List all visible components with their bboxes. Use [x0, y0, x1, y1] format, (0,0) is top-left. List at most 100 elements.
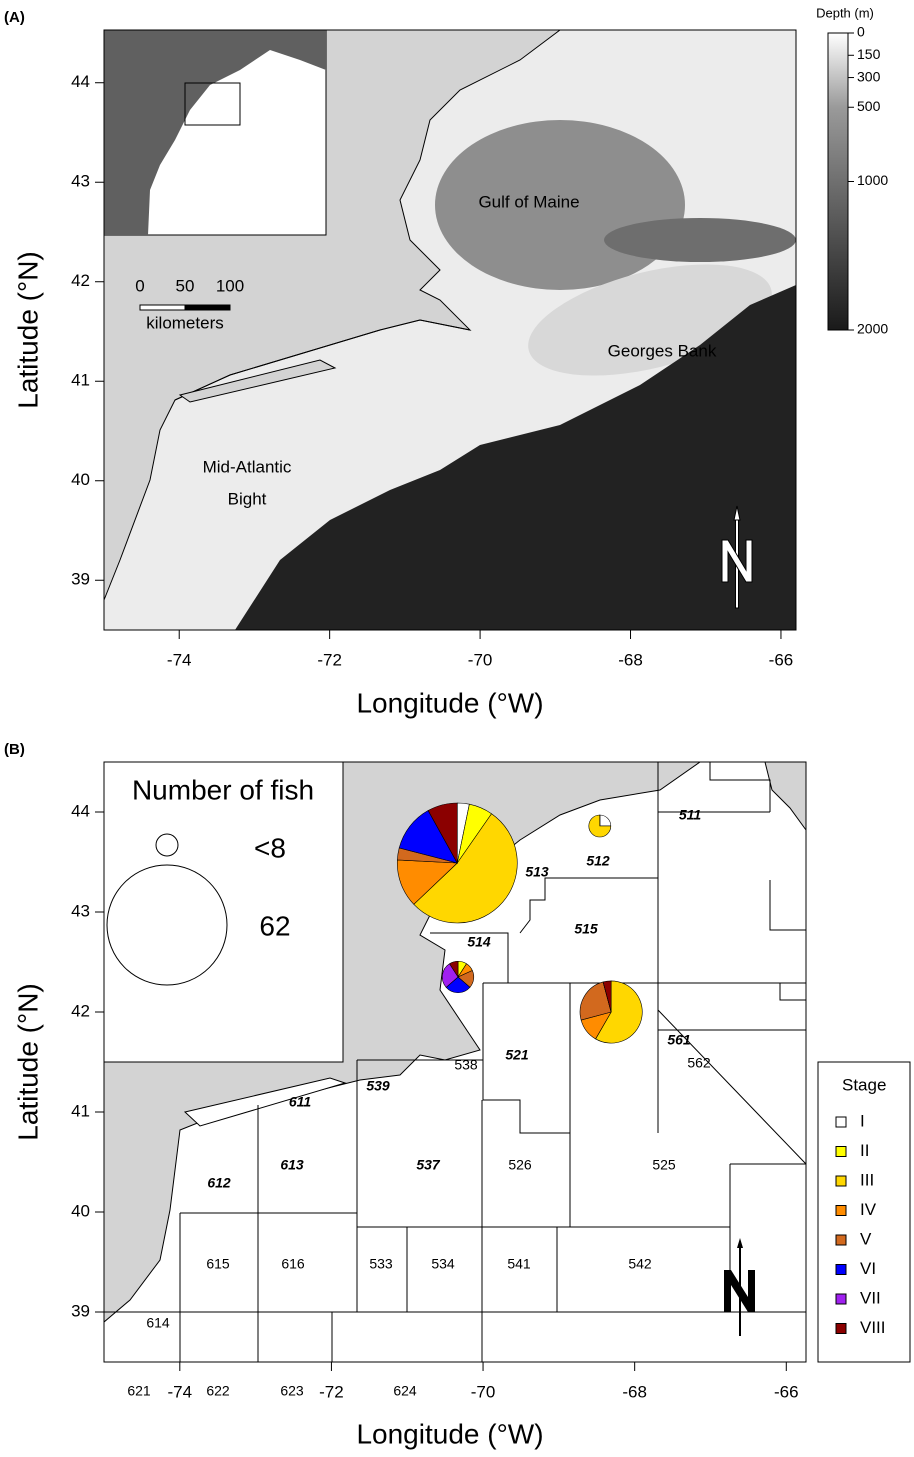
colorbar-tick-label: 300 [857, 68, 881, 84]
colorbar-tick-label: 2000 [857, 321, 888, 337]
area-label: 521 [505, 1047, 529, 1063]
scale-unit: kilometers [146, 313, 223, 332]
y-axis-title: Latitude (°N) [12, 983, 43, 1141]
legend-label: II [860, 1141, 869, 1160]
legend-swatch [836, 1324, 846, 1334]
place-label: Mid-Atlantic [203, 457, 292, 476]
y-tick-label: 44 [71, 72, 90, 91]
area-label: 538 [454, 1057, 478, 1073]
area-label: 511 [679, 807, 702, 823]
y-tick-label: 39 [71, 1301, 90, 1320]
area-label: 512 [586, 853, 610, 869]
legend-title: Stage [842, 1075, 886, 1094]
scale-bar [140, 305, 185, 310]
area-label: 622 [206, 1383, 230, 1399]
colorbar-title: Depth (m) [816, 5, 874, 20]
legend-label: VI [860, 1259, 876, 1278]
legend-label: IV [860, 1200, 877, 1219]
x-tick-label: -68 [618, 650, 643, 669]
area-label: 533 [369, 1256, 393, 1272]
x-tick-label: -72 [319, 1382, 344, 1401]
area-label: 541 [507, 1256, 531, 1272]
x-tick-label: -70 [468, 650, 493, 669]
x-axis-title: Longitude (°W) [356, 687, 543, 718]
legend-swatch [836, 1294, 846, 1304]
x-tick-label: -68 [622, 1382, 647, 1401]
channel [604, 218, 796, 262]
legend-label: V [860, 1229, 872, 1248]
colorbar-tick-label: 1000 [857, 172, 888, 188]
legend-swatch [836, 1176, 846, 1186]
legend-swatch [836, 1117, 846, 1127]
y-tick-label: 44 [71, 801, 90, 820]
place-label: Gulf of Maine [478, 192, 579, 211]
size-legend-label: 62 [259, 910, 290, 941]
area-label: 515 [574, 921, 598, 937]
area-label: 624 [393, 1383, 417, 1399]
area-label: 514 [467, 934, 491, 950]
panel-label: (B) [4, 741, 25, 758]
y-tick-label: 43 [71, 172, 90, 191]
x-tick-label: -74 [168, 1382, 193, 1401]
x-tick-label: -74 [167, 650, 192, 669]
legend-swatch [836, 1206, 846, 1216]
area-label: 561 [667, 1032, 691, 1048]
y-tick-label: 42 [71, 271, 90, 290]
area-label: 613 [280, 1157, 304, 1173]
pie [589, 815, 611, 837]
legend-title: Number of fish [132, 774, 314, 805]
legend-label: I [860, 1111, 865, 1130]
area-label: 526 [508, 1157, 532, 1173]
area-label: 611 [289, 1094, 312, 1110]
scale-label: 50 [176, 276, 195, 295]
area-label: 539 [366, 1078, 390, 1094]
colorbar [828, 33, 848, 330]
area-label: 612 [207, 1175, 231, 1191]
legend-swatch [836, 1147, 846, 1157]
area-label: 621 [127, 1383, 151, 1399]
area-label: 525 [652, 1157, 676, 1173]
scale-bar [185, 305, 230, 310]
x-tick-label: -70 [471, 1382, 496, 1401]
place-label: Georges Bank [608, 341, 717, 360]
pie [580, 981, 642, 1043]
colorbar-tick-label: 150 [857, 46, 881, 62]
area-label: 616 [281, 1256, 305, 1272]
pie [442, 961, 473, 992]
legend-label: VII [860, 1288, 881, 1307]
place-label: Bight [228, 489, 267, 508]
area-label: 623 [280, 1383, 304, 1399]
x-axis-title: Longitude (°W) [356, 1418, 543, 1449]
colorbar-tick-label: 0 [857, 24, 865, 40]
y-tick-label: 40 [71, 470, 90, 489]
colorbar-tick-label: 500 [857, 98, 881, 114]
area-label: 513 [525, 864, 549, 880]
figure: (A) Gulf of Maine Georges Bank Mid-Atlan… [0, 0, 914, 1452]
size-legend-label: <8 [254, 832, 286, 863]
y-tick-label: 42 [71, 1001, 90, 1020]
y-tick-label: 39 [71, 570, 90, 589]
x-tick-label: -66 [769, 650, 794, 669]
area-label: 542 [628, 1256, 652, 1272]
area-label: 534 [431, 1256, 455, 1272]
size-legend-circle [107, 865, 227, 985]
legend-label: III [860, 1170, 874, 1189]
area-label: 614 [146, 1315, 170, 1331]
scale-label: 0 [135, 276, 144, 295]
y-tick-label: 41 [71, 1101, 90, 1120]
x-tick-label: -66 [774, 1382, 799, 1401]
pie [397, 803, 517, 923]
legend-label: VIII [860, 1318, 886, 1337]
area-label: 615 [206, 1256, 230, 1272]
y-tick-label: 43 [71, 901, 90, 920]
x-tick-label: -72 [317, 650, 342, 669]
y-tick-label: 40 [71, 1201, 90, 1220]
y-axis-title: Latitude (°N) [12, 251, 43, 409]
scale-label: 100 [216, 276, 244, 295]
size-legend-circle [156, 834, 178, 856]
area-label: 537 [416, 1157, 441, 1173]
area-label: 562 [687, 1055, 711, 1071]
legend-swatch [836, 1235, 846, 1245]
legend-swatch [836, 1265, 846, 1275]
panel-label: (A) [4, 9, 25, 26]
